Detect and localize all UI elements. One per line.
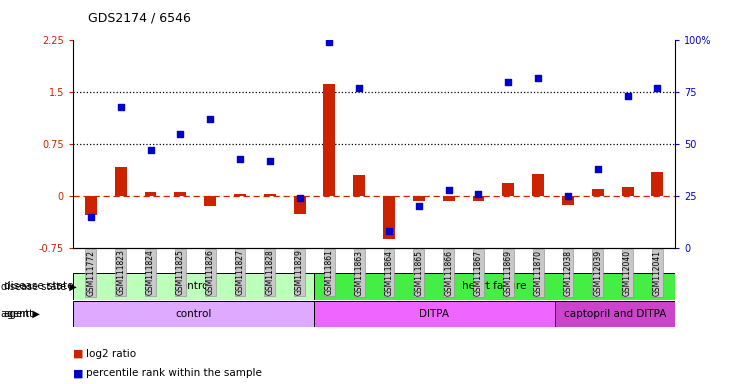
Point (532, 74, 544, 81)
Point (562, 193, 574, 199)
Bar (234, 194, 246, 196)
Text: GSM111825: GSM111825 (176, 250, 185, 295)
Text: GSM112039: GSM112039 (593, 250, 602, 296)
Point (115, 104, 126, 110)
Point (204, 116, 216, 122)
Bar (145, 192, 156, 196)
Bar (562, 196, 574, 205)
Text: ■: ■ (73, 349, 87, 359)
Text: GSM112038: GSM112038 (564, 250, 572, 296)
Point (353, 85, 365, 91)
Bar (383, 196, 395, 239)
Point (85, 214, 97, 220)
Text: GSM112041: GSM112041 (653, 250, 662, 296)
Bar (651, 172, 664, 196)
Bar (532, 174, 544, 196)
Text: log2 ratio: log2 ratio (86, 349, 137, 359)
Text: GDS2174 / 6546: GDS2174 / 6546 (88, 12, 191, 25)
Text: GSM111865: GSM111865 (415, 250, 423, 296)
Bar (592, 189, 604, 196)
Text: agent ▶: agent ▶ (1, 309, 40, 319)
Point (264, 157, 276, 164)
Bar (73, 301, 314, 327)
Text: GSM111827: GSM111827 (236, 250, 245, 295)
Bar (204, 196, 216, 206)
Bar (264, 194, 276, 196)
Bar (442, 196, 455, 201)
Point (323, 39, 335, 45)
Text: GSM111863: GSM111863 (355, 250, 364, 296)
Text: agent: agent (4, 309, 34, 319)
Point (502, 79, 514, 85)
Bar (413, 196, 425, 201)
Text: ■: ■ (73, 368, 87, 378)
Text: GSM111869: GSM111869 (504, 250, 512, 296)
Text: percentile rank within the sample: percentile rank within the sample (86, 368, 262, 378)
Text: disease state: disease state (4, 281, 73, 291)
Bar (174, 192, 186, 196)
Point (413, 203, 425, 209)
Bar (555, 301, 675, 327)
Point (592, 166, 604, 172)
Text: GSM111824: GSM111824 (146, 250, 155, 295)
Text: GSM112040: GSM112040 (623, 250, 632, 296)
Point (383, 228, 395, 234)
Text: GSM111867: GSM111867 (474, 250, 483, 296)
Point (145, 147, 156, 153)
Bar (472, 196, 485, 201)
Text: control: control (175, 281, 212, 291)
Text: GSM111866: GSM111866 (444, 250, 453, 296)
Bar (314, 273, 675, 300)
Text: GSM111829: GSM111829 (295, 250, 304, 295)
Bar (323, 84, 335, 196)
Text: GSM111861: GSM111861 (325, 250, 334, 295)
Bar (621, 187, 634, 196)
Text: heart failure: heart failure (462, 281, 527, 291)
Point (293, 195, 305, 201)
Bar (314, 301, 555, 327)
Text: GSM111823: GSM111823 (116, 250, 126, 295)
Bar (85, 196, 97, 215)
Text: disease state ▶: disease state ▶ (1, 281, 77, 291)
Text: GSM111826: GSM111826 (206, 250, 215, 295)
Point (622, 93, 634, 99)
Point (443, 187, 455, 193)
Bar (73, 273, 314, 300)
Text: GSM111828: GSM111828 (265, 250, 274, 295)
Text: DITPA: DITPA (419, 309, 450, 319)
Text: GSM111772: GSM111772 (86, 250, 96, 296)
Point (651, 85, 663, 91)
Bar (293, 196, 306, 214)
Bar (353, 175, 365, 196)
Bar (502, 184, 514, 196)
Point (234, 156, 246, 162)
Bar (115, 167, 127, 196)
Text: control: control (175, 309, 212, 319)
Text: GSM111864: GSM111864 (385, 250, 393, 296)
Point (472, 191, 484, 197)
Text: GSM111870: GSM111870 (534, 250, 542, 296)
Point (174, 131, 186, 137)
Text: captopril and DITPA: captopril and DITPA (564, 309, 666, 319)
